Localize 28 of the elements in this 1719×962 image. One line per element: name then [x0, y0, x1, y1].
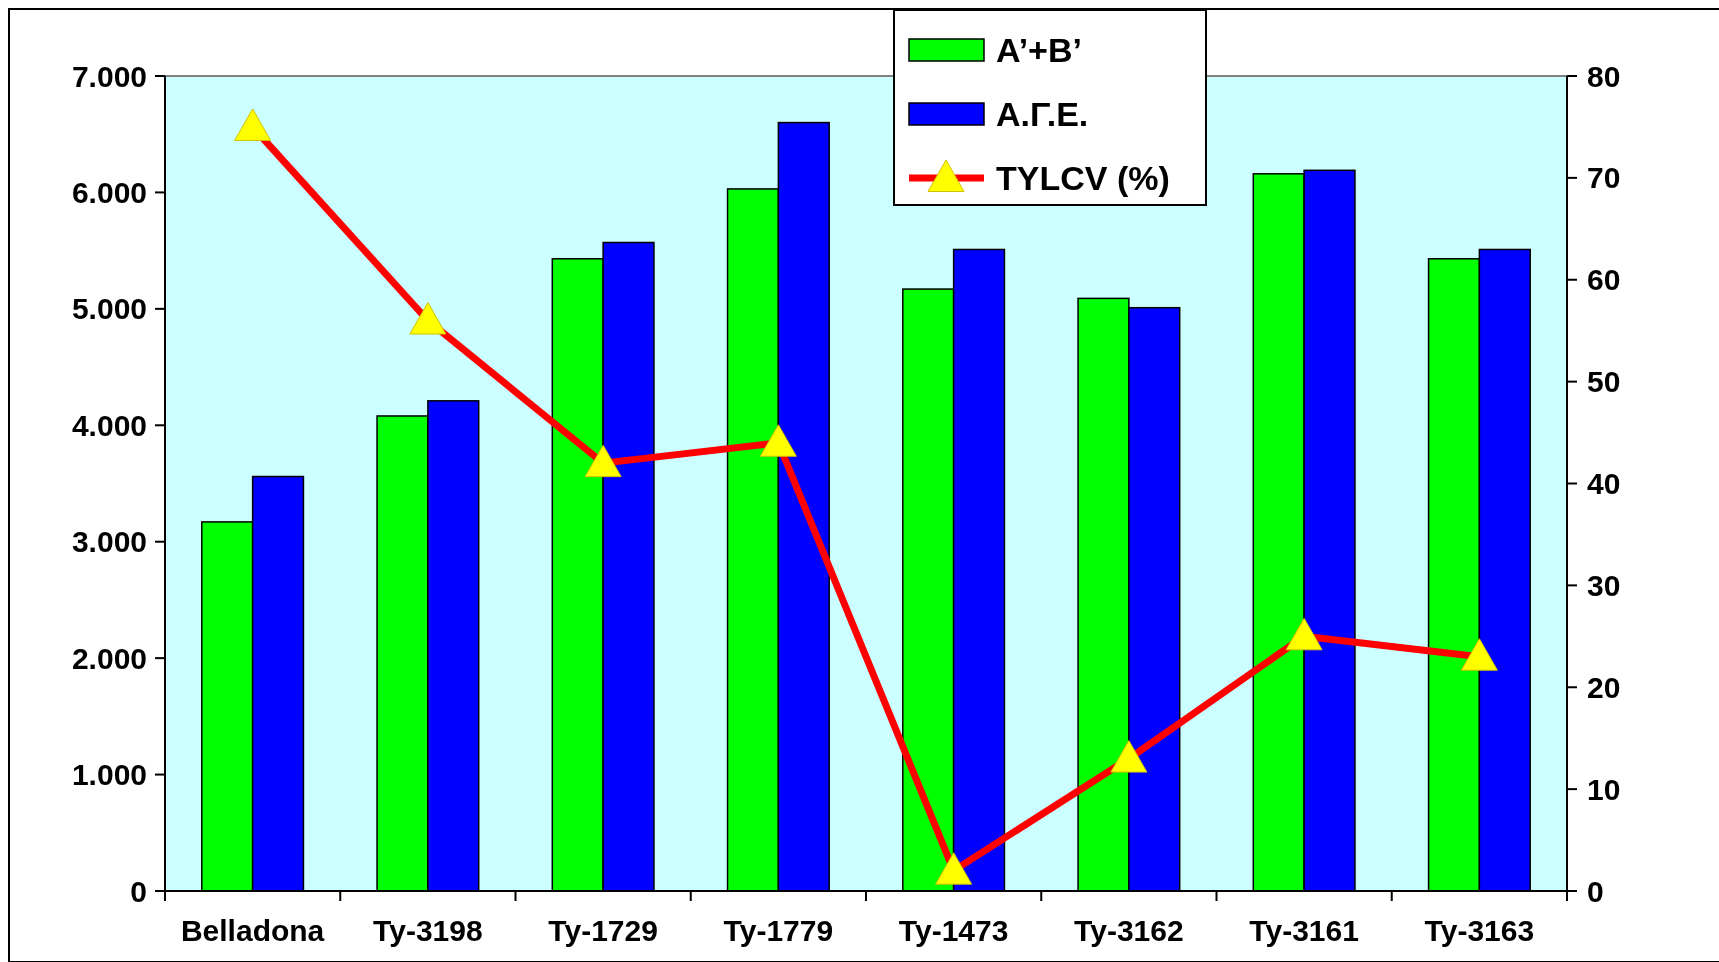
legend-label: Α.Γ.Ε.	[996, 94, 1089, 133]
y2-tick-label: 30	[1587, 568, 1621, 602]
y-tick-label: 2.000	[71, 641, 147, 675]
y-tick-label: 4.000	[71, 408, 147, 442]
x-tick-label: Ty-3198	[373, 914, 483, 947]
y-tick-label: 3.000	[71, 525, 147, 559]
y2-tick-label: 40	[1587, 467, 1621, 500]
y2-tick-label: 80	[1587, 59, 1621, 93]
y2-tick-label: 20	[1587, 670, 1621, 704]
x-tick-label: Belladona	[180, 914, 325, 947]
x-tick-label: Ty-3161	[1249, 914, 1359, 947]
y-tick-label: 6.000	[71, 175, 147, 209]
x-tick-label: Ty-1729	[548, 914, 658, 947]
legend-label: A’+B’	[996, 30, 1082, 69]
y2-tick-label: 10	[1587, 772, 1621, 806]
y-tick-label: 0	[130, 874, 147, 908]
y2-tick-label: 70	[1587, 161, 1621, 195]
y2-tick-label: 60	[1587, 263, 1621, 297]
x-tick-label: Ty-3163	[1424, 914, 1535, 947]
y2-tick-label: 50	[1587, 365, 1621, 399]
legend-label: TYLCV (%)	[996, 158, 1170, 197]
x-tick-label: Ty-3162	[1074, 914, 1184, 947]
x-tick-label: Ty-1473	[898, 914, 1009, 947]
x-tick-label: Ty-1779	[723, 914, 834, 947]
y-tick-label: 1.000	[71, 758, 147, 792]
y-tick-label: 5.000	[71, 292, 147, 326]
y2-tick-label: 0	[1587, 874, 1604, 908]
y-tick-label: 7.000	[71, 59, 147, 93]
